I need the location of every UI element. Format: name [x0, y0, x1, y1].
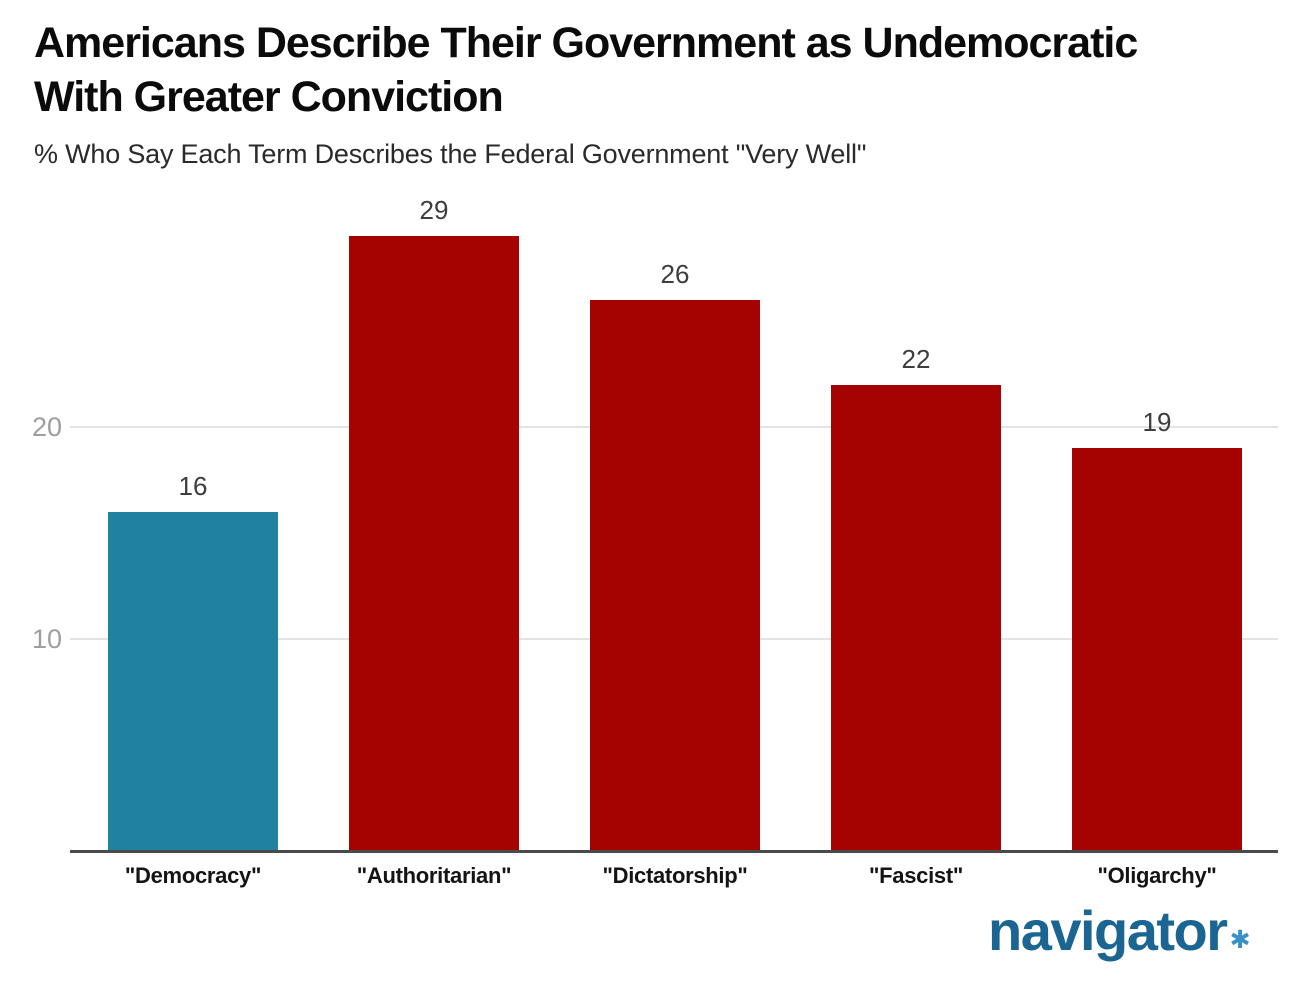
bar-fascist: [831, 385, 1001, 851]
y-tick-label-10: 10: [31, 624, 62, 654]
bar-value-label-authoritarian: 29: [419, 195, 449, 225]
bar-democracy: [108, 512, 278, 851]
bar-value-label-democracy: 16: [178, 471, 208, 501]
chart-title-line2: With Greater Conviction: [34, 73, 504, 121]
y-tick-label-20: 20: [31, 412, 62, 442]
chart-title: Americans Describe Their Government as U…: [34, 16, 1274, 124]
logo-star-icon: ✱: [1229, 925, 1251, 954]
bar-value-label-dictatorship: 26: [660, 259, 690, 289]
x-axis-line: [70, 850, 1278, 853]
x-axis-label-oligarchy: "Oligarchy": [1097, 863, 1217, 888]
navigator-logo: navigator ✱: [988, 898, 1251, 975]
x-axis-label-dictatorship: "Dictatorship": [602, 863, 748, 888]
bar-dictatorship: [590, 300, 760, 851]
x-axis-label-democracy: "Democracy": [124, 863, 262, 888]
bar-authoritarian: [349, 236, 519, 851]
chart-title-line1: Americans Describe Their Government as U…: [34, 19, 1138, 67]
logo-text: navigator: [988, 899, 1228, 962]
x-axis-label-authoritarian: "Authoritarian": [356, 863, 512, 888]
bar-value-label-oligarchy: 19: [1142, 407, 1172, 437]
x-axis-label-fascist: "Fascist": [869, 863, 963, 888]
chart-subtitle: % Who Say Each Term Describes the Federa…: [34, 139, 867, 169]
bar-value-label-fascist: 22: [901, 344, 931, 374]
bar-oligarchy: [1072, 448, 1242, 851]
